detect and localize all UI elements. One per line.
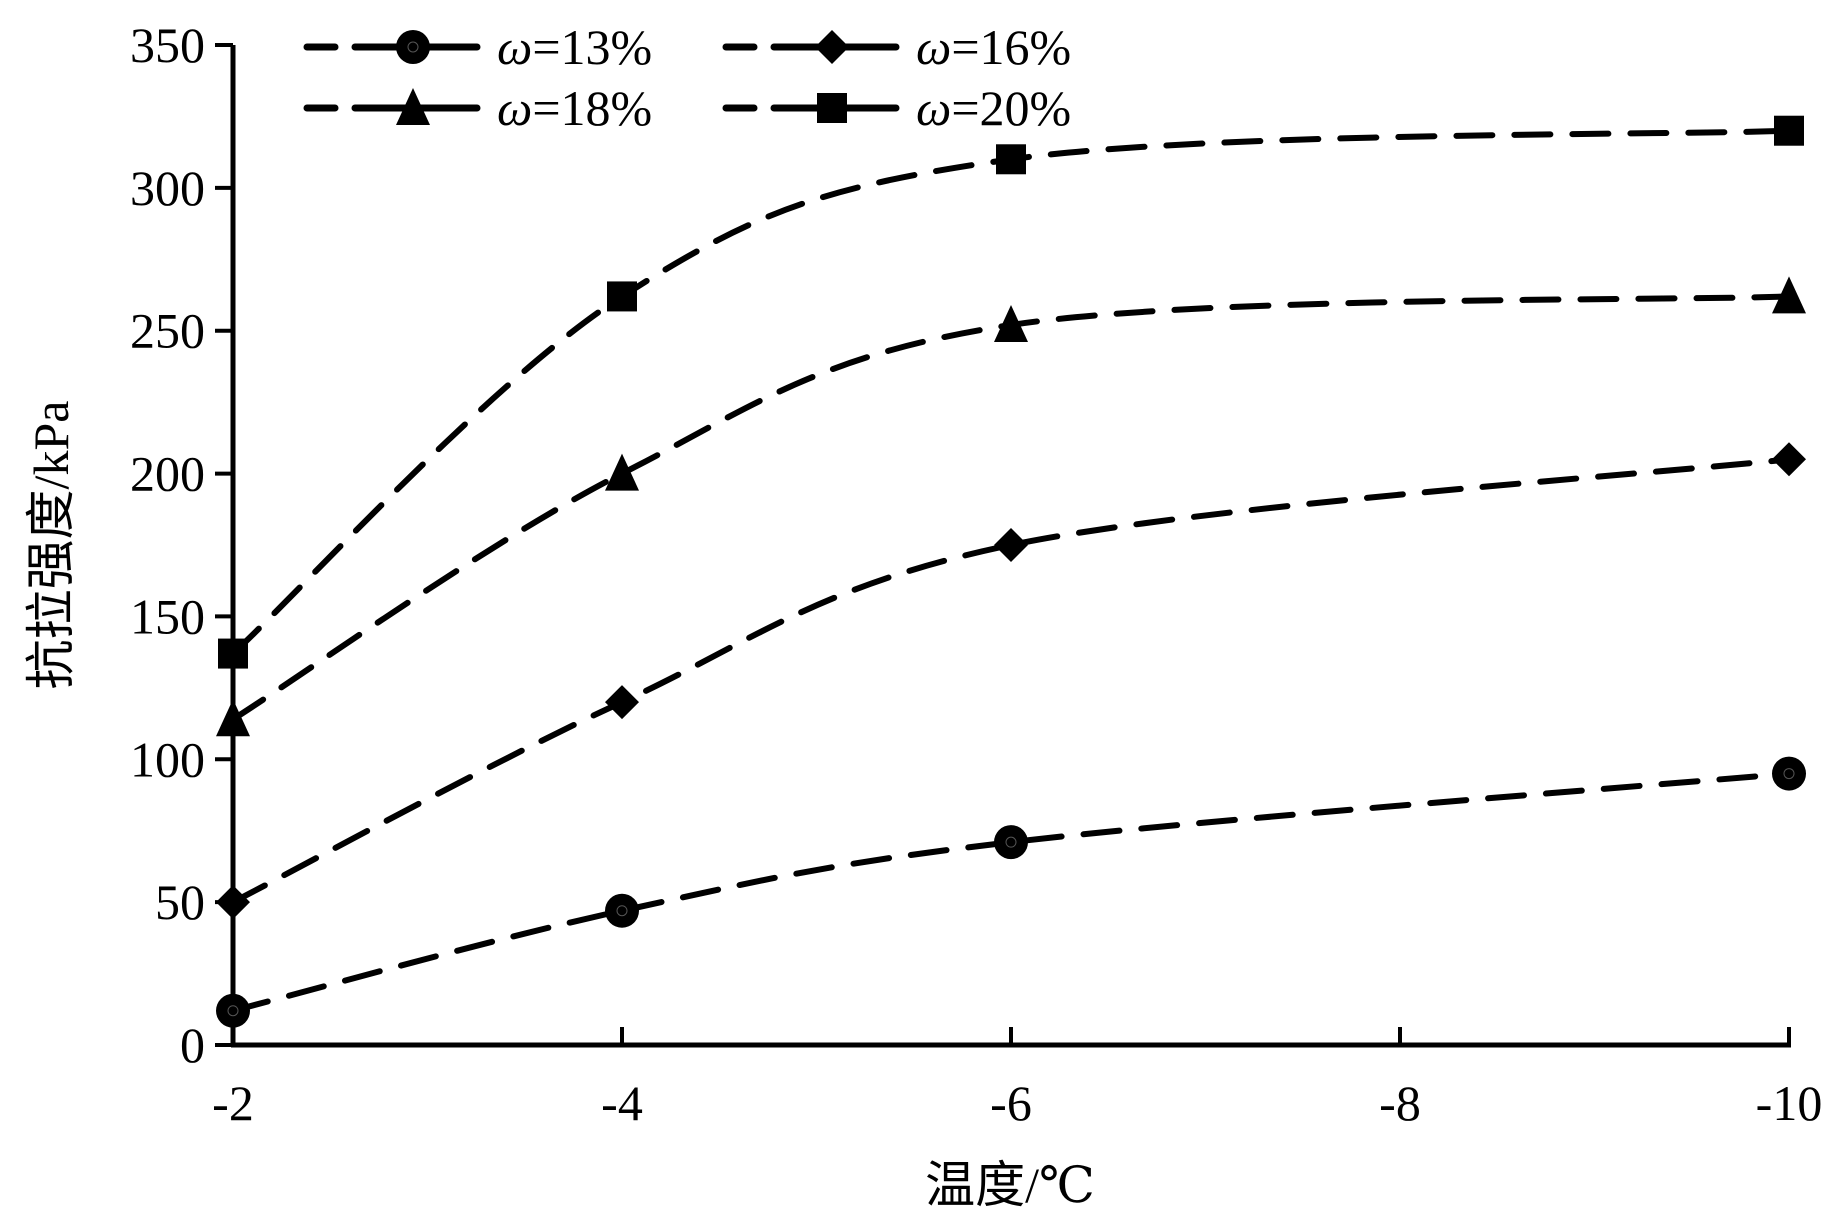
series-group [216,115,1806,1028]
series-line [230,127,1792,657]
legend: ω=13% ω=16%ω=18% ω=20% [303,19,1071,136]
marker-circle [605,893,639,928]
legend-item: ω=18% [303,80,652,136]
legend-label-symbol: ω [916,80,951,136]
x-tick-label: -4 [601,1075,643,1131]
y-tick-label: 350 [130,17,205,73]
marker-square [218,638,248,669]
marker-circle-inner [1005,836,1017,848]
marker-square [607,281,637,312]
legend-label-symbol: ω [916,19,951,75]
marker-circle-inner [407,41,419,53]
marker-diamond [216,885,250,920]
legend-item: ω=16% [722,19,1071,75]
marker-circle-inner [1783,768,1795,780]
series-0 [216,756,1806,1028]
legend-label-value: =18% [532,80,652,136]
legend-label-value: =20% [951,80,1071,136]
axes: 0 50 100 150 200 250 300 350 -2 -4 -6 -8 -10 [130,17,1822,1131]
legend-label-symbol: ω [497,19,532,75]
y-axis-label: 抗拉强度/kPa [23,401,79,690]
legend-item: ω=20% [722,80,1071,136]
marker-triangle [396,88,430,125]
y-tick-label: 150 [130,588,205,644]
legend-label-symbol: ω [497,80,532,136]
y-tick-label: 200 [130,446,205,502]
series-1 [216,442,1806,920]
x-tick-label: -8 [1379,1075,1421,1131]
marker-circle-inner [616,905,628,917]
marker-triangle [216,699,250,737]
y-tick-label: 250 [130,303,205,359]
series-2 [216,276,1806,737]
marker-square [1774,115,1804,146]
marker-circle [994,825,1028,860]
x-tick-label: -6 [990,1075,1032,1131]
marker-triangle [994,305,1028,342]
marker-circle [396,30,430,64]
series-3 [218,115,1804,669]
marker-triangle [605,453,639,491]
marker-diamond [1772,442,1806,477]
legend-item: ω=13% [303,19,652,75]
y-tick-label: 50 [155,874,205,930]
legend-label: ω=18% [497,80,652,136]
x-tick-label: -10 [1756,1075,1823,1131]
marker-circle [1772,756,1806,791]
marker-triangle [1772,276,1806,314]
marker-diamond [994,528,1028,562]
legend-label-value: =16% [951,19,1071,75]
legend-label: ω=20% [916,80,1071,136]
marker-square [996,144,1026,175]
y-tick-label: 300 [130,160,205,216]
x-tick-label: -2 [212,1075,254,1131]
series-line [230,293,1792,723]
series-line [230,456,1792,906]
marker-diamond [605,685,639,720]
marker-square [817,93,847,123]
legend-label: ω=13% [497,19,652,75]
marker-circle [216,993,250,1028]
legend-label-value: =13% [532,19,652,75]
x-axis-label: 温度/℃ [925,1157,1095,1213]
marker-diamond [815,30,849,64]
series-line [230,770,1792,1014]
marker-circle-inner [227,1005,239,1017]
y-tick-label: 100 [130,731,205,787]
legend-label: ω=16% [916,19,1071,75]
y-tick-label: 0 [180,1017,205,1073]
